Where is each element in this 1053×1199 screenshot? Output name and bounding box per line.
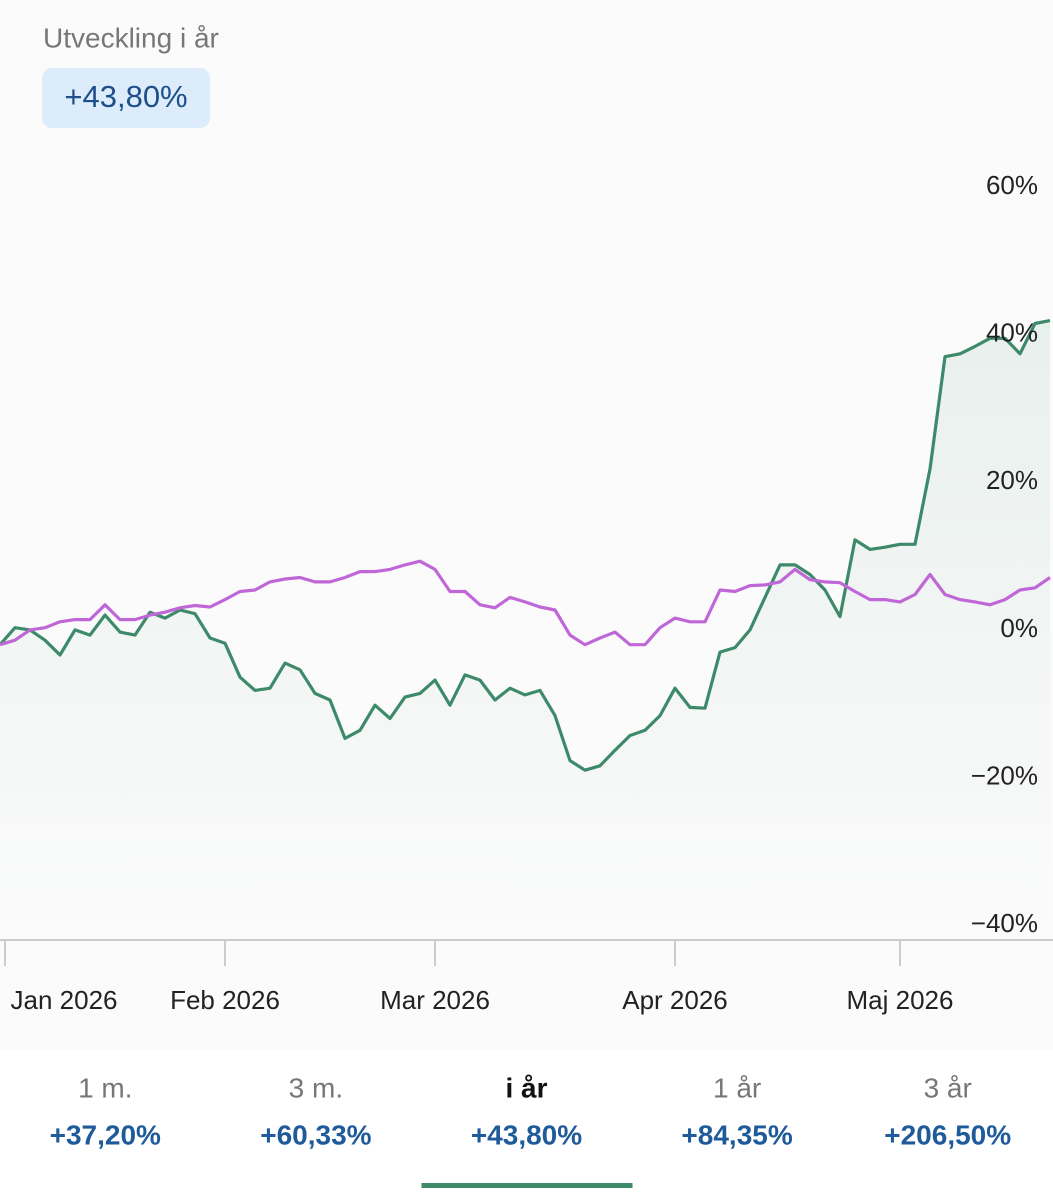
badge-value: +43,80% — [64, 79, 187, 114]
plot: 60% 40% 20% 0% −20% −40% Jan 2026 Feb 2026 Mar 2… — [0, 170, 1053, 1015]
y-tick-label: 0% — [1000, 613, 1038, 643]
tab-label: 3 år — [924, 1072, 972, 1103]
tab-label: 3 m. — [289, 1072, 343, 1103]
tab-change: +43,80% — [471, 1119, 582, 1150]
tab[interactable]: i år +43,80% — [421, 1060, 633, 1190]
tab[interactable]: 3 m. +60,33% — [211, 1060, 422, 1190]
tabs: 1 m. +37,20% 3 m. +60,33% i år +43,80% 1 år +84… — [0, 1060, 1053, 1190]
x-tick-label: Maj 2026 — [847, 985, 954, 1015]
x-tick-label: Mar 2026 — [380, 985, 490, 1015]
header-title: Utveckling i år — [43, 22, 219, 53]
x-tick-label: Jan 2026 — [11, 985, 118, 1015]
y-tick-label: −20% — [971, 760, 1038, 790]
tab-label: 1 år — [713, 1072, 761, 1103]
tab-label: 1 m. — [78, 1072, 132, 1103]
tab[interactable]: 3 år +206,50% — [842, 1060, 1053, 1190]
tab-change: +60,33% — [260, 1119, 371, 1150]
tab-change: +84,35% — [681, 1119, 792, 1150]
series-line — [0, 319, 1051, 772]
tab-change: +37,20% — [50, 1119, 161, 1150]
area — [0, 320, 1050, 941]
tab-change: +206,50% — [884, 1119, 1011, 1150]
tab[interactable]: 1 m. +37,20% — [0, 1060, 211, 1190]
tab-label: i år — [505, 1072, 547, 1103]
tab-indicator — [421, 1183, 633, 1188]
y-tick-label: 20% — [986, 465, 1038, 495]
tab[interactable]: 1 år +84,35% — [632, 1060, 843, 1190]
series-line — [0, 559, 1051, 647]
badge — [42, 68, 210, 128]
y-tick-label: −40% — [971, 908, 1038, 938]
x-tick-label: Apr 2026 — [622, 985, 728, 1015]
x-tick-label: Feb 2026 — [170, 985, 280, 1015]
y-tick-label: 60% — [986, 170, 1038, 200]
y-tick-label: 40% — [986, 317, 1038, 347]
